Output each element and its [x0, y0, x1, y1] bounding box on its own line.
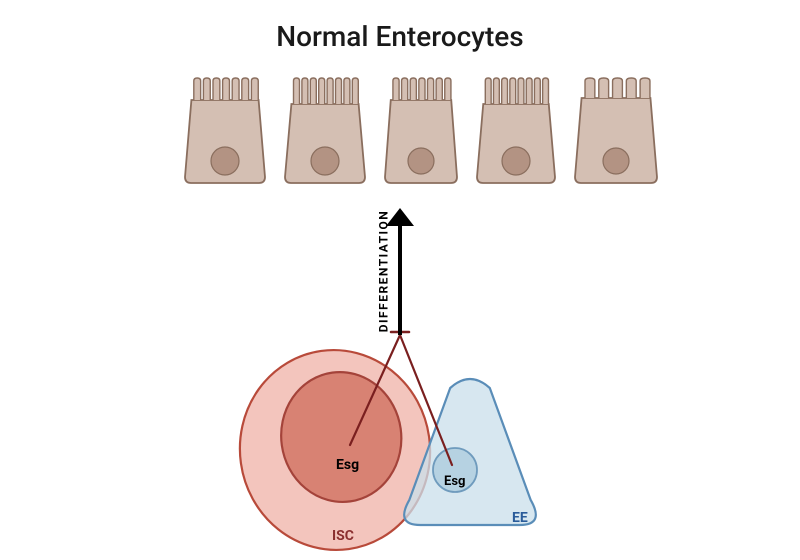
- ee-esg-label: Esg: [444, 474, 465, 489]
- ee-label: EE: [512, 510, 528, 526]
- isc-esg-label: Esg: [336, 457, 359, 473]
- diagram-canvas: Normal Enterocytes DIFFERENTIATION Esg E…: [0, 0, 800, 560]
- stem-cells-svg: [0, 0, 800, 560]
- differentiation-label: DIFFERENTIATION: [376, 209, 390, 332]
- isc-label: ISC: [332, 528, 354, 544]
